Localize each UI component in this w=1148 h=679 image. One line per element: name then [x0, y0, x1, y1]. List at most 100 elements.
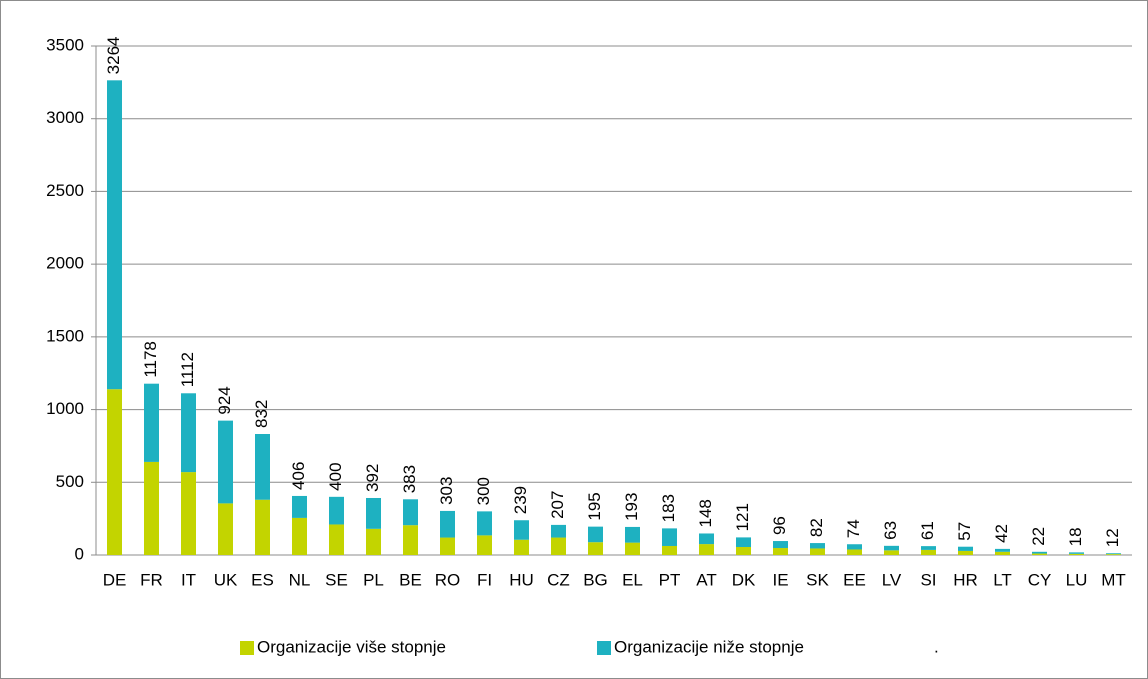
data-label: 57 [955, 522, 974, 541]
data-label: 148 [696, 499, 715, 527]
legend-note: . [934, 637, 939, 656]
x-tick-label: BG [583, 570, 608, 589]
x-tick-label: CY [1028, 570, 1052, 589]
bar-segment [921, 546, 936, 550]
bar-segment [403, 525, 418, 555]
bar-segment [1032, 553, 1047, 555]
legend-label: Organizacije više stopnje [257, 637, 446, 656]
x-tick-label: LU [1066, 570, 1088, 589]
bar-segment [181, 472, 196, 555]
x-tick-label: NL [289, 570, 311, 589]
bar-segment [847, 549, 862, 555]
bar-segment [403, 499, 418, 526]
bar-segment [514, 539, 529, 555]
x-tick-label: MT [1101, 570, 1126, 589]
x-tick-label: RO [435, 570, 461, 589]
x-tick-label: SI [920, 570, 936, 589]
bar-segment [662, 528, 677, 546]
x-tick-label: FI [477, 570, 492, 589]
x-tick-label: SE [325, 570, 348, 589]
x-tick-label: DK [732, 570, 756, 589]
bar-segment [107, 389, 122, 555]
y-tick-label: 2000 [46, 254, 84, 273]
data-label: 61 [918, 521, 937, 540]
bar-segment [736, 547, 751, 555]
bar-segment [1069, 553, 1084, 555]
data-label: 832 [252, 400, 271, 428]
bar-segment [440, 537, 455, 555]
bar-segment [477, 511, 492, 536]
x-tick-label: EE [843, 570, 866, 589]
x-tick-label: DE [103, 570, 127, 589]
data-label: 74 [844, 519, 863, 538]
data-label: 195 [585, 492, 604, 520]
x-tick-label: CZ [547, 570, 570, 589]
y-tick-label: 500 [56, 472, 84, 491]
bar-segment [1032, 551, 1047, 554]
data-label: 1112 [178, 352, 197, 387]
x-tick-label: EL [622, 570, 643, 589]
y-tick-label: 1000 [46, 399, 84, 418]
x-tick-label: UK [214, 570, 238, 589]
x-tick-label: PL [363, 570, 384, 589]
bar-segment [773, 548, 788, 555]
bar-segment [144, 461, 159, 555]
bar-segment [958, 550, 973, 555]
bar-segment [255, 499, 270, 555]
bar-segment [995, 551, 1010, 555]
bar-segment [366, 528, 381, 555]
bar-segment [292, 495, 307, 518]
bar-segment [218, 503, 233, 555]
data-label: 12 [1103, 528, 1122, 547]
bar-segment [477, 535, 492, 555]
bar-segment [773, 541, 788, 549]
x-tick-label: AT [696, 570, 716, 589]
bar-segment [884, 550, 899, 555]
data-label: 207 [548, 491, 567, 519]
data-label: 63 [881, 521, 900, 540]
x-tick-label: IT [181, 570, 196, 589]
bar-segment [662, 545, 677, 555]
y-tick-label: 3000 [46, 108, 84, 127]
data-label: 193 [622, 493, 641, 521]
data-label: 383 [400, 465, 419, 493]
bar-segment [995, 548, 1010, 552]
bar-segment [329, 524, 344, 555]
bar-segment [625, 526, 640, 543]
bar-segment [884, 545, 899, 551]
data-label: 183 [659, 494, 678, 522]
bar-segment [810, 543, 825, 549]
data-label: 96 [770, 516, 789, 535]
y-tick-label: 3500 [46, 35, 84, 54]
bar-segment [810, 548, 825, 555]
data-label: 400 [326, 462, 345, 490]
x-tick-label: ES [251, 570, 274, 589]
bar-segment [958, 546, 973, 551]
legend-swatch [240, 641, 254, 655]
bar-segment [181, 393, 196, 473]
bar-segment [107, 80, 122, 390]
data-label: 22 [1029, 527, 1048, 546]
bar-segment [588, 526, 603, 543]
bar-segment [699, 533, 714, 545]
data-label: 239 [511, 486, 530, 514]
bar-segment [551, 524, 566, 538]
x-tick-label: BE [399, 570, 422, 589]
x-tick-label: LT [993, 570, 1012, 589]
x-tick-label: PT [659, 570, 681, 589]
x-tick-label: IE [772, 570, 788, 589]
data-label: 18 [1066, 527, 1085, 546]
data-label: 392 [363, 464, 382, 492]
data-label: 406 [289, 462, 308, 490]
bar-segment [218, 420, 233, 504]
y-tick-label: 0 [75, 544, 84, 563]
bar-segment [847, 544, 862, 550]
bar-segment [921, 549, 936, 555]
data-label: 82 [807, 518, 826, 537]
data-label: 3264 [104, 36, 123, 74]
bar-segment [1069, 552, 1084, 554]
bar-segment [255, 434, 270, 500]
y-tick-label: 1500 [46, 326, 84, 345]
y-tick-label: 2500 [46, 181, 84, 200]
